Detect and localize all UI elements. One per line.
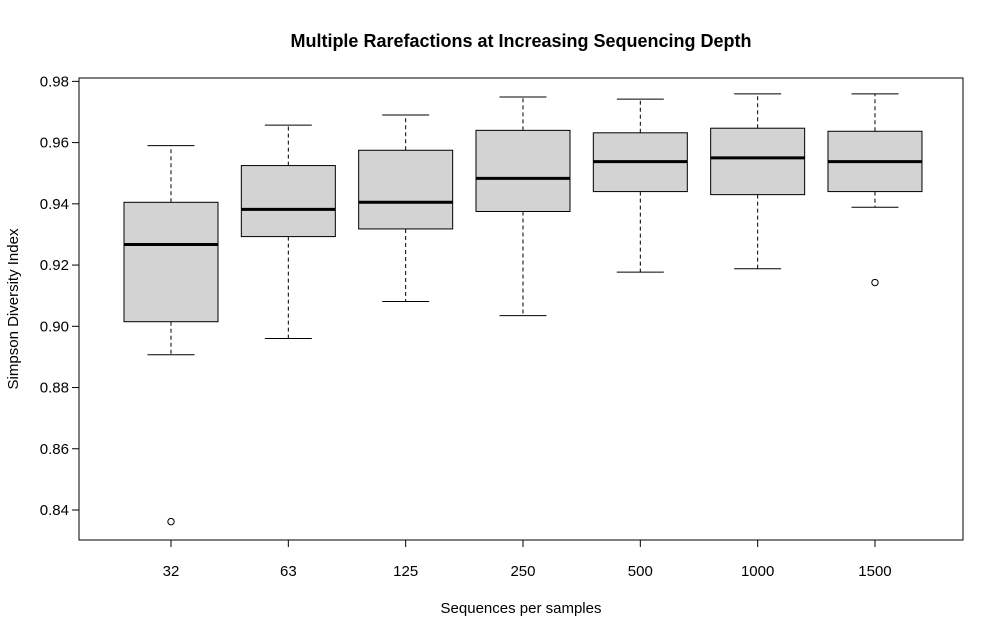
y-tick-label: 0.86 <box>40 441 69 458</box>
x-tick-label: 125 <box>393 563 418 580</box>
box-group-125 <box>358 114 454 302</box>
box-group-250 <box>475 96 571 317</box>
box-group-1000 <box>710 93 806 270</box>
outlier-point <box>167 517 175 526</box>
y-tick-label: 0.94 <box>40 196 69 213</box>
iqr-box <box>123 201 219 323</box>
chart-title: Multiple Rarefactions at Increasing Sequ… <box>290 31 751 51</box>
x-axis-label: Sequences per samples <box>441 600 602 617</box>
iqr-box <box>710 127 806 196</box>
x-tick-label: 500 <box>628 563 653 580</box>
y-tick-label: 0.96 <box>40 135 69 152</box>
y-axis-label: Simpson Diversity Index <box>5 228 22 389</box>
x-tick-label: 1000 <box>741 563 774 580</box>
y-tick-label: 0.84 <box>40 502 69 519</box>
y-tick-label: 0.90 <box>40 318 69 335</box>
y-tick-label: 0.88 <box>40 380 69 397</box>
iqr-box <box>475 129 571 212</box>
x-tick-label: 250 <box>510 563 535 580</box>
plot-frame <box>78 77 964 541</box>
boxes-layer <box>123 93 923 526</box>
box-group-500 <box>592 98 688 273</box>
x-tick-label: 63 <box>280 563 297 580</box>
box-group-1500 <box>827 93 923 287</box>
box-group-63 <box>240 124 336 340</box>
iqr-box <box>240 165 336 238</box>
y-axis: 0.84 0.86 0.88 0.90 0.92 0.94 0.96 0.98 <box>40 73 79 519</box>
y-tick-label: 0.92 <box>40 257 69 274</box>
x-axis: 32 63 125 250 500 1000 1500 <box>163 540 892 580</box>
x-tick-label: 32 <box>163 563 180 580</box>
y-tick-label: 0.98 <box>40 73 69 90</box>
iqr-box <box>358 149 454 230</box>
box-group-32 <box>123 145 219 526</box>
x-tick-label: 1500 <box>858 563 891 580</box>
outlier-point <box>871 278 879 287</box>
